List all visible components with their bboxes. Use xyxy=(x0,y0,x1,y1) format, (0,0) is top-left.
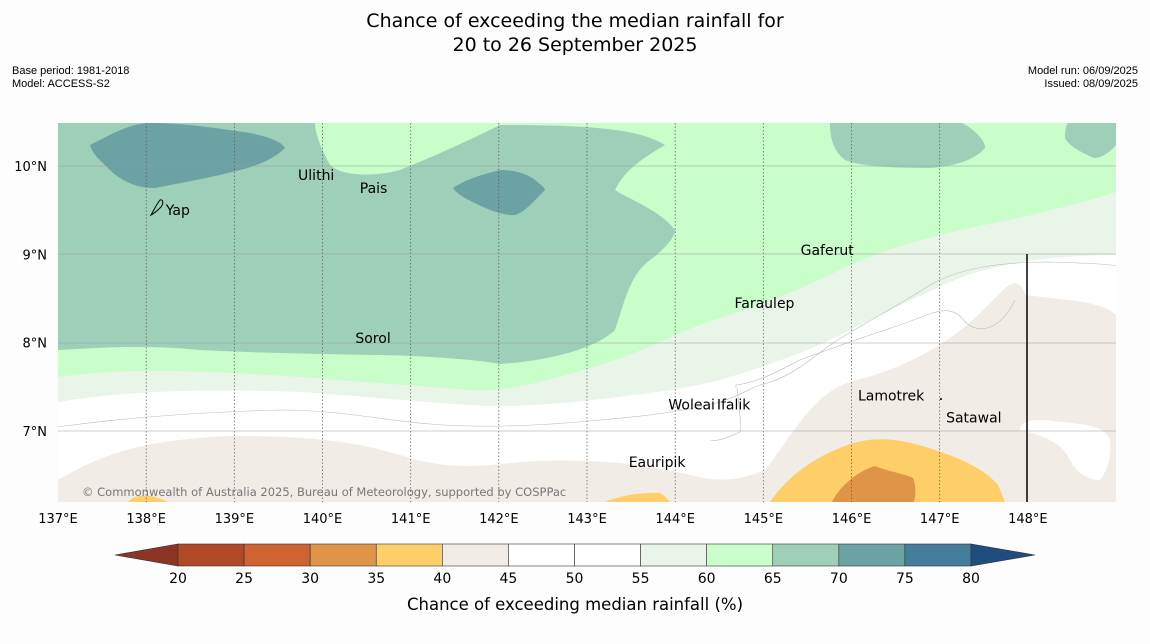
longitude-tick-label: 145°E xyxy=(744,512,784,527)
colorbar-tick-label: 70 xyxy=(830,571,848,587)
longitude-tick-label: 142°E xyxy=(479,512,519,527)
place-label-faraulep: Faraulep xyxy=(735,296,795,312)
graticule-meridians xyxy=(145,123,941,502)
contour-line-lower xyxy=(735,299,1016,388)
yap-island-icon xyxy=(149,199,164,217)
latitude-tick-labels: 10°N 9°N 8°N 7°N xyxy=(14,160,47,440)
longitude-tick-label: 146°E xyxy=(832,512,872,527)
colorbar-tick-label: 45 xyxy=(500,571,518,587)
contour-35-40-west xyxy=(128,495,168,502)
colorbar-segment xyxy=(574,543,641,567)
contour-fill-layer: © Commonwealth of Australia 2025, Bureau… xyxy=(58,123,1116,502)
colorbar-tick-label: 20 xyxy=(169,571,187,587)
longitude-tick-label: 138°E xyxy=(126,512,166,527)
colorbar xyxy=(114,543,1036,567)
contour-line-upper xyxy=(58,261,1116,428)
contour-50-55-white xyxy=(1020,420,1111,480)
colorbar-segment xyxy=(243,543,311,567)
longitude-tick-label: 147°E xyxy=(920,512,960,527)
latitude-tick-label: 8°N xyxy=(23,337,48,352)
colorbar-tick-label: 75 xyxy=(896,571,914,587)
place-label-satawal: Satawal xyxy=(946,411,1001,427)
copyright-text: © Commonwealth of Australia 2025, Bureau… xyxy=(82,485,566,499)
longitude-tick-label: 143°E xyxy=(567,512,607,527)
colorbar-segment xyxy=(838,543,906,567)
longitude-tick-label: 139°E xyxy=(215,512,255,527)
colorbar-segment xyxy=(375,543,443,567)
contour-35-40-mid xyxy=(605,492,670,502)
colorbar-segment xyxy=(309,543,377,567)
colorbar-segment xyxy=(442,543,509,567)
colorbar-tick-label: 30 xyxy=(301,571,319,587)
colorbar-tick-label: 65 xyxy=(764,571,782,587)
colorbar-segment xyxy=(177,543,245,567)
colorbar-under-arrow xyxy=(114,543,179,567)
latitude-tick-label: 10°N xyxy=(14,160,47,175)
colorbar-segment xyxy=(772,543,840,567)
contour-70-75-central xyxy=(453,170,545,216)
latitude-tick-label: 9°N xyxy=(23,248,48,263)
contour-line-low-box xyxy=(709,387,741,441)
lamotrek-dot xyxy=(940,398,942,400)
place-label-yap: Yap xyxy=(165,203,190,219)
colorbar-tick-label: 80 xyxy=(962,571,980,587)
colorbar-segment xyxy=(508,543,575,567)
colorbar-tick-labels: 20 25 30 35 40 45 50 55 60 65 70 75 80 xyxy=(169,571,980,587)
place-labels: Yap Ulithi Pais Gaferut Faraulep Sorol Woleai I… xyxy=(165,168,1002,471)
graticule-parallels xyxy=(58,165,1116,432)
contour-60-65-gap xyxy=(360,123,378,147)
longitude-tick-label: 140°E xyxy=(303,512,343,527)
map-title-line-2: 20 to 26 September 2025 xyxy=(452,34,698,56)
longitude-tick-label: 137°E xyxy=(38,512,78,527)
colorbar-tick-label: 55 xyxy=(632,571,650,587)
colorbar-tick-label: 40 xyxy=(433,571,451,587)
longitude-tick-label: 144°E xyxy=(655,512,695,527)
colorbar-segment xyxy=(706,543,774,567)
place-label-ulithi: Ulithi xyxy=(298,168,334,184)
place-label-ifalik: Ifalik xyxy=(717,397,751,413)
contour-65-70-east xyxy=(1065,123,1116,158)
contour-70-75-west xyxy=(90,123,285,188)
map-title-line-1: Chance of exceeding the median rainfall … xyxy=(366,10,784,32)
base-period-text: Base period: 1981-2018 xyxy=(12,65,130,77)
place-label-lamotrek: Lamotrek xyxy=(858,389,925,405)
colorbar-over-arrow xyxy=(970,543,1036,567)
colorbar-segment xyxy=(640,543,707,567)
colorbar-title: Chance of exceeding median rainfall (%) xyxy=(407,595,743,614)
longitude-tick-labels: 137°E 138°E 139°E 140°E 141°E 142°E 143°E 144°E… xyxy=(38,512,1047,527)
place-label-eauripik: Eauripik xyxy=(629,455,687,471)
place-label-woleai: Woleai xyxy=(668,397,715,413)
model-name-text: Model: ACCESS-S2 xyxy=(12,78,110,90)
contour-65-70-ne xyxy=(830,123,985,168)
longitude-tick-label: 148°E xyxy=(1008,512,1048,527)
place-label-gaferut: Gaferut xyxy=(801,243,855,259)
colorbar-tick-label: 50 xyxy=(566,571,584,587)
latitude-tick-label: 7°N xyxy=(23,425,48,440)
place-label-sorol: Sorol xyxy=(355,331,390,347)
colorbar-tick-label: 35 xyxy=(367,571,385,587)
colorbar-tick-label: 60 xyxy=(698,571,716,587)
meta-right: Model run: 06/09/2025 Issued: 08/09/2025 xyxy=(1028,65,1138,91)
contour-30-35 xyxy=(832,466,916,502)
colorbar-tick-label: 25 xyxy=(235,571,253,587)
issued-text: Issued: 08/09/2025 xyxy=(1044,78,1138,90)
place-label-pais: Pais xyxy=(360,181,388,197)
colorbar-segment xyxy=(904,543,972,567)
longitude-tick-label: 141°E xyxy=(391,512,431,527)
meta-left: Base period: 1981-2018 Model: ACCESS-S2 xyxy=(12,65,129,91)
model-run-text: Model run: 06/09/2025 xyxy=(1027,65,1138,77)
